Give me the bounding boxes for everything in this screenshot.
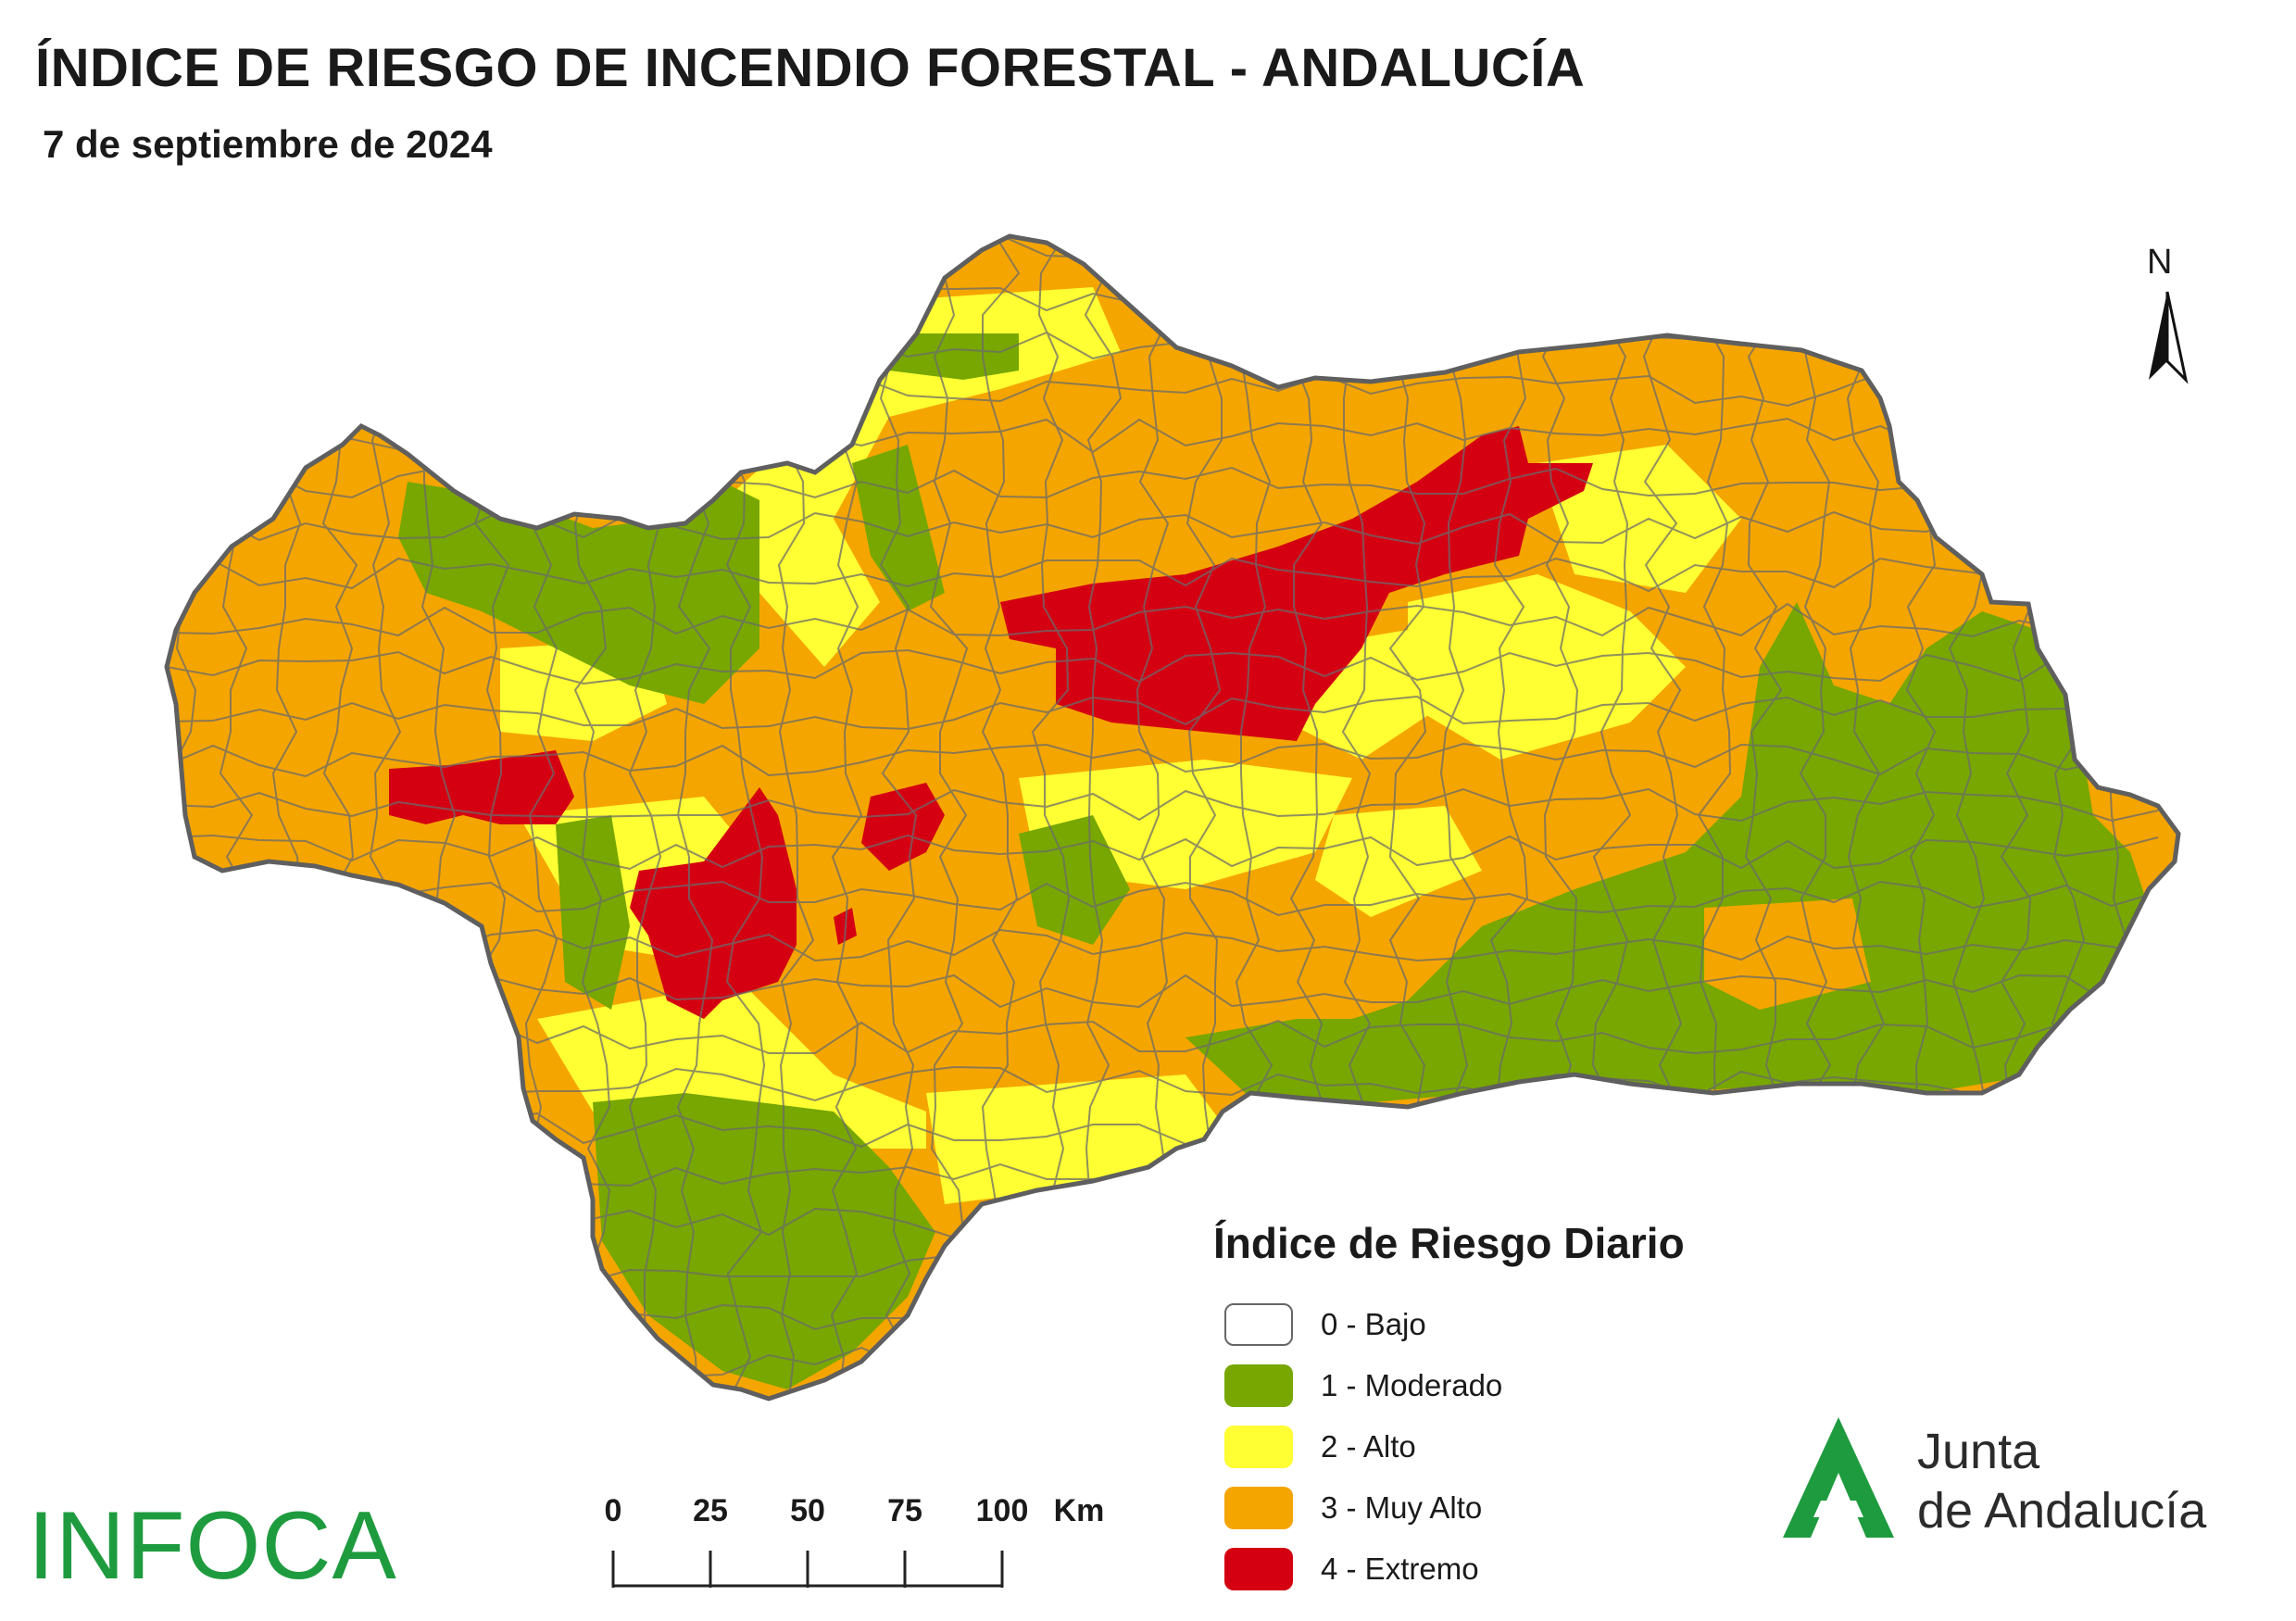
municipality-border xyxy=(167,1344,2159,1378)
municipality-border xyxy=(929,236,969,1399)
zone-extremo xyxy=(1000,426,1593,741)
municipality-border xyxy=(167,278,2159,315)
municipality-border xyxy=(167,742,2159,778)
legend-swatch xyxy=(1224,1426,1293,1468)
junta-andalucia-logo-icon xyxy=(1783,1417,1894,1538)
municipality-border xyxy=(167,695,2159,731)
north-label: N xyxy=(2147,243,2173,282)
legend-swatch xyxy=(1224,1487,1293,1529)
municipality-border xyxy=(167,557,2159,593)
legend-swatch xyxy=(1224,1364,1293,1407)
zone-muy-alto xyxy=(1704,898,1871,1010)
municipality-border xyxy=(167,602,2159,638)
municipality-border xyxy=(167,1205,2159,1240)
legend: Índice de Riesgo Diario 0 - Bajo 1 - Mode… xyxy=(1213,1218,1685,1600)
scale-tick-label: 100 xyxy=(975,1493,1029,1528)
zone-alto xyxy=(926,1074,1241,1204)
municipality-border xyxy=(878,236,918,1399)
municipality-border xyxy=(167,1299,2159,1333)
zone-extremo xyxy=(861,783,945,871)
legend-label: 3 - Muy Alto xyxy=(1321,1490,1483,1525)
legend-label: 4 - Extremo xyxy=(1321,1552,1479,1586)
legend-label: 0 - Bajo xyxy=(1321,1307,1426,1341)
zone-alto xyxy=(1537,445,1741,593)
junta-line-1: Junta xyxy=(1917,1424,2040,1479)
zone-alto xyxy=(1408,574,1686,760)
municipality-border xyxy=(167,787,2159,823)
scale-tick-label: 25 xyxy=(693,1493,728,1528)
scale-tick-label: 50 xyxy=(790,1493,825,1528)
scale-bar-line xyxy=(611,1551,1004,1588)
municipality-border xyxy=(167,1250,2159,1287)
legend-item: 2 - Alto xyxy=(1213,1416,1685,1477)
zone-moderado xyxy=(593,1093,935,1389)
junta-andalucia-wordmark: Junta de Andalucía xyxy=(1917,1422,2206,1540)
zone-moderado xyxy=(1019,815,1130,945)
municipality-border xyxy=(167,834,2159,871)
municipality-border xyxy=(167,236,2159,267)
map-date: 7 de septiembre de 2024 xyxy=(43,122,493,166)
zone-moderado xyxy=(398,482,759,704)
legend-swatch xyxy=(1224,1303,1293,1346)
junta-line-2: de Andalucía xyxy=(1917,1483,2207,1539)
scale-tick-label: 0 xyxy=(604,1493,622,1528)
map-title: ÍNDICE DE RIESGO DE INCENDIO FORESTAL - … xyxy=(35,38,1586,98)
legend-swatch xyxy=(1224,1548,1293,1590)
municipality-border xyxy=(167,510,2159,546)
legend-title: Índice de Riesgo Diario xyxy=(1213,1219,1685,1267)
municipality-border xyxy=(981,236,1021,1399)
municipality-border xyxy=(167,648,2159,685)
legend-label: 1 - Moderado xyxy=(1321,1368,1503,1402)
zone-moderado xyxy=(889,333,1019,380)
zone-extremo xyxy=(389,750,574,824)
legend-item: 0 - Bajo xyxy=(1213,1294,1685,1355)
scale-bar: 0 25 50 75 100 Km xyxy=(602,1493,1104,1595)
legend-label: 2 - Alto xyxy=(1321,1429,1416,1464)
scale-tick-label: 75 xyxy=(887,1493,922,1528)
zone-moderado xyxy=(556,815,630,1010)
legend-item: 4 - Extremo xyxy=(1213,1539,1685,1600)
zone-extremo xyxy=(630,787,797,1019)
legend-item: 1 - Moderado xyxy=(1213,1355,1685,1416)
scale-unit: Km xyxy=(1053,1493,1105,1528)
municipality-border xyxy=(167,880,2159,917)
north-arrow-icon xyxy=(2149,291,2189,384)
municipality-border xyxy=(167,1159,2159,1194)
zone-moderado xyxy=(1186,602,2149,1102)
infoca-logo: INFOCA xyxy=(28,1492,397,1600)
legend-item: 3 - Muy Alto xyxy=(1213,1477,1685,1539)
